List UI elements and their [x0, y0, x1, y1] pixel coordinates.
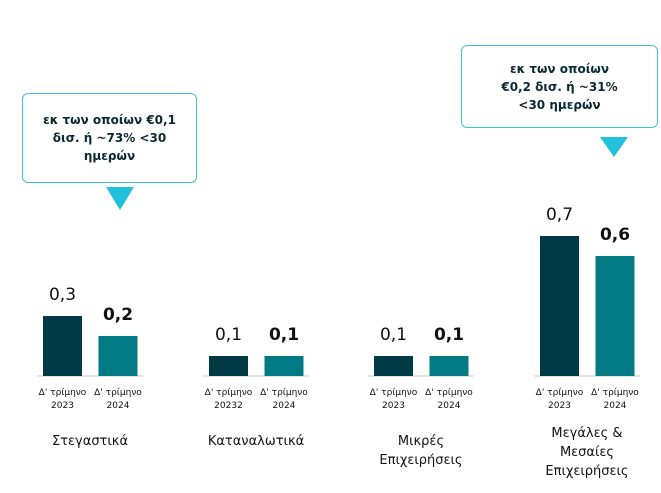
bar-label: Δ' τρίμηνο 2023 — [370, 388, 418, 411]
value-label: 0,2 — [103, 305, 133, 325]
bar — [374, 356, 413, 376]
value-label: 0,3 — [49, 285, 76, 305]
bar — [209, 356, 248, 376]
value-label: 0,1 — [434, 325, 464, 345]
bar — [540, 236, 579, 376]
bar-label: Δ' τρίμηνο 2024 — [260, 388, 308, 411]
bar-label: Δ' τρίμηνο 2023 — [39, 388, 87, 411]
callout-arrow — [106, 187, 134, 210]
bar-label: Δ' τρίμηνο 20232 — [205, 388, 253, 411]
category-label: Μεγάλες & Μεσαίες Επιχειρήσεις — [545, 426, 629, 479]
value-label: 0,1 — [269, 325, 299, 345]
bar — [595, 256, 635, 376]
callout: εκ των οποίων €0,1 δισ. ή ~73% <30 ημερώ… — [22, 93, 197, 183]
bar-label: Δ' τρίμηνο 2023 — [536, 388, 584, 411]
value-label: 0,1 — [215, 325, 242, 345]
value-label: 0,7 — [546, 205, 573, 225]
callout-arrow — [600, 137, 628, 157]
category-label: Στεγαστικά — [51, 434, 129, 449]
bar — [264, 356, 304, 376]
bar-label: Δ' τρίμηνο 2024 — [591, 388, 639, 411]
bar — [98, 336, 138, 376]
category-label: Καταναλωτικά — [207, 434, 305, 449]
value-label: 0,6 — [600, 225, 630, 245]
category-label: Μικρές Επιχειρήσεις — [379, 434, 463, 468]
bar-label: Δ' τρίμηνο 2024 — [94, 388, 142, 411]
bar-label: Δ' τρίμηνο 2024 — [425, 388, 473, 411]
callout: εκ των οποίων €0,2 δισ. ή ~31% <30 ημερώ… — [461, 45, 658, 128]
bar — [43, 316, 82, 376]
bar — [429, 356, 469, 376]
value-label: 0,1 — [380, 325, 407, 345]
